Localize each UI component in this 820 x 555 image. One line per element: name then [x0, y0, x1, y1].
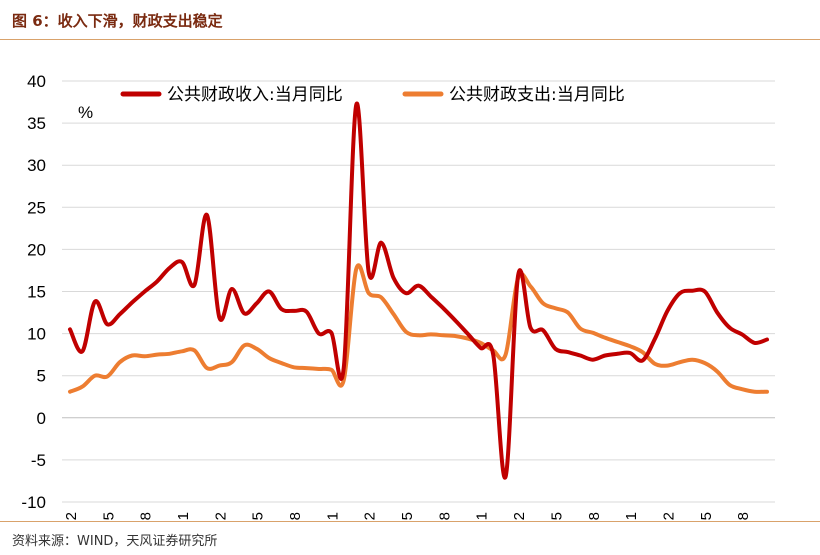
- y-tick-label: 20: [27, 240, 46, 259]
- grid-lines: [62, 80, 775, 503]
- y-tick-label: 15: [27, 283, 46, 302]
- y-tick-label: 35: [27, 114, 46, 133]
- title-divider: [0, 39, 820, 40]
- x-tick-label: 2019-08: [735, 512, 752, 520]
- x-axis-ticks: 2015-02 2015-05 2015-08 2015-11 2016-02 2016-…: [63, 512, 752, 520]
- y-tick-label: 5: [37, 367, 46, 386]
- x-tick-label: 2016-05: [250, 512, 267, 520]
- x-tick-label: 2017-02: [362, 512, 379, 520]
- x-tick-label: 2019-05: [698, 512, 715, 520]
- source-note: 资料来源：WIND，天风证券研究所: [12, 534, 218, 549]
- x-tick-label: 2015-02: [63, 512, 80, 520]
- x-tick-label: 2015-08: [138, 512, 155, 520]
- x-tick-label: 2017-05: [399, 512, 416, 520]
- y-tick-label: -10: [21, 493, 46, 512]
- legend: 公共财政收入:当月同比 公共财政支出:当月同比: [120, 85, 625, 105]
- x-tick-label: 2019-02: [660, 512, 677, 520]
- series-lines: [68, 101, 769, 480]
- x-tick-label: 2018-05: [548, 512, 565, 520]
- y-tick-label: 40: [27, 72, 46, 91]
- expenditure-series-line: [68, 263, 769, 394]
- x-tick-label: 2018-08: [586, 512, 603, 520]
- y-tick-label: 10: [27, 325, 46, 344]
- unit-label: %: [78, 103, 93, 122]
- x-tick-label: 2015-05: [100, 512, 117, 520]
- legend-label: 公共财政收入:当月同比: [167, 85, 343, 105]
- y-tick-label: 25: [27, 198, 46, 217]
- revenue-series-line: [68, 101, 769, 480]
- x-tick-label: 2016-08: [287, 512, 304, 520]
- legend-label: 公共财政支出:当月同比: [449, 85, 625, 105]
- y-tick-label: 30: [27, 156, 46, 175]
- x-tick-label: 2016-11: [324, 512, 341, 520]
- x-tick-label: 2018-11: [623, 512, 640, 520]
- y-tick-label: 0: [37, 409, 46, 428]
- source-divider: [0, 521, 820, 522]
- x-tick-label: 2016-02: [212, 512, 229, 520]
- figure-title: 图 6：收入下滑，财政支出稳定: [12, 12, 223, 30]
- y-tick-label: -5: [31, 451, 46, 470]
- x-tick-label: 2018-02: [511, 512, 528, 520]
- x-tick-label: 2015-11: [175, 512, 192, 520]
- x-tick-label: 2017-11: [474, 512, 491, 520]
- y-axis-ticks: -10 -5 0 5 10 15 20 25 30 35 40: [21, 72, 46, 512]
- x-tick-label: 2017-08: [436, 512, 453, 520]
